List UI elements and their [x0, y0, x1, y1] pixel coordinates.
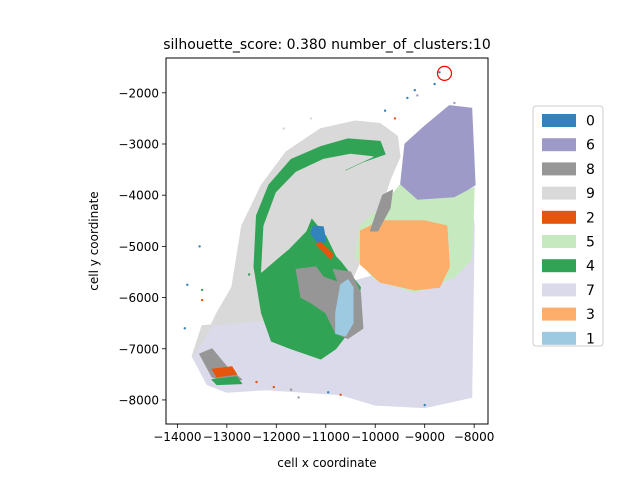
x-tick-label: −13000 — [203, 430, 251, 444]
cluster-8-point — [289, 388, 293, 391]
legend-label-5: 5 — [586, 235, 595, 251]
y-tick-label: −7000 — [118, 342, 159, 356]
y-tick-label: −4000 — [118, 189, 159, 203]
cluster-8-region — [369, 189, 393, 232]
legend-swatch-0 — [542, 114, 576, 127]
legend-label-3: 3 — [586, 307, 595, 323]
cluster-4-point — [289, 324, 293, 327]
legend-label-4: 4 — [586, 259, 595, 275]
cluster-9-point — [309, 117, 313, 120]
cluster-0-point — [183, 327, 186, 330]
y-tick-label: −3000 — [118, 137, 159, 151]
legend-swatch-8 — [542, 162, 576, 176]
x-tick-label: −9000 — [404, 430, 445, 444]
legend-label-7: 7 — [586, 283, 595, 299]
cluster-0-point — [423, 403, 426, 407]
cluster-2-region — [315, 241, 334, 260]
legend-label-9: 9 — [586, 186, 595, 202]
cluster-2-point — [339, 393, 342, 396]
cluster-6-point — [453, 101, 456, 105]
cluster-4-region — [211, 376, 243, 386]
x-tick-label: −12000 — [252, 430, 300, 444]
cluster-points — [183, 71, 456, 407]
cluster-0-point — [198, 245, 201, 248]
y-tick-label: −2000 — [118, 86, 159, 100]
legend-swatch-1 — [542, 331, 576, 345]
legend-label-0: 0 — [586, 114, 595, 130]
x-axis-ticks: −14000 −13000 −12000 −11000 −10000 −9000 −8000 — [153, 424, 494, 444]
cluster-0-point — [438, 71, 441, 74]
y-tick-label: −6000 — [118, 291, 159, 305]
highlight-annotation — [436, 65, 453, 82]
cluster-0-point — [433, 82, 436, 86]
cluster-2-point — [393, 117, 397, 120]
cluster-8-point — [297, 396, 300, 399]
x-tick-label: −10000 — [351, 430, 399, 444]
legend-swatch-6 — [542, 138, 576, 152]
y-axis-ticks: −8000 −7000 −6000 −5000 −4000 −3000 −2000 — [118, 86, 166, 407]
cluster-9-point — [282, 127, 285, 130]
cluster-6-point — [416, 94, 419, 97]
legend-label-1: 1 — [586, 331, 595, 347]
y-tick-label: −8000 — [118, 393, 159, 407]
cluster-2-point — [272, 385, 275, 389]
cluster-4-point — [200, 288, 204, 292]
cluster-2-region — [211, 366, 238, 378]
legend-label-6: 6 — [586, 138, 595, 154]
legend-label-2: 2 — [586, 210, 595, 226]
cluster-2-point — [255, 380, 258, 384]
legend-swatch-5 — [542, 235, 576, 248]
legend: 0 6 8 9 2 5 4 7 3 1 — [532, 105, 604, 347]
cluster-0-point — [413, 89, 416, 92]
x-tick-label: −11000 — [302, 430, 350, 444]
cluster-0-point — [327, 391, 330, 394]
legend-swatch-4 — [542, 259, 576, 273]
cluster-0-point — [186, 283, 189, 286]
cluster-2-point — [200, 298, 204, 302]
cluster-0-region — [310, 225, 327, 245]
legend-swatch-9 — [542, 186, 576, 200]
chart-title: silhouette_score: 0.380 number_of_cluste… — [163, 37, 490, 53]
y-axis-label: cell y coordinate — [87, 191, 101, 290]
cluster-9-region — [261, 153, 374, 273]
legend-label-8: 8 — [586, 162, 595, 178]
x-tick-label: −14000 — [153, 430, 201, 444]
y-tick-label: −5000 — [118, 240, 159, 254]
cluster-1-region — [335, 279, 354, 337]
highlight-circle — [436, 65, 453, 82]
plot-frame — [165, 57, 489, 425]
cluster-0-point — [406, 96, 409, 100]
cluster-4-point — [247, 273, 251, 276]
cluster-3-region — [359, 220, 450, 291]
x-axis-label: cell x coordinate — [277, 456, 376, 470]
legend-swatch-7 — [542, 283, 576, 297]
x-tick-label: −8000 — [454, 430, 495, 444]
legend-swatch-3 — [542, 307, 576, 321]
legend-swatch-2 — [542, 210, 576, 224]
cluster-0-point — [383, 109, 387, 112]
cluster-regions — [191, 105, 476, 409]
